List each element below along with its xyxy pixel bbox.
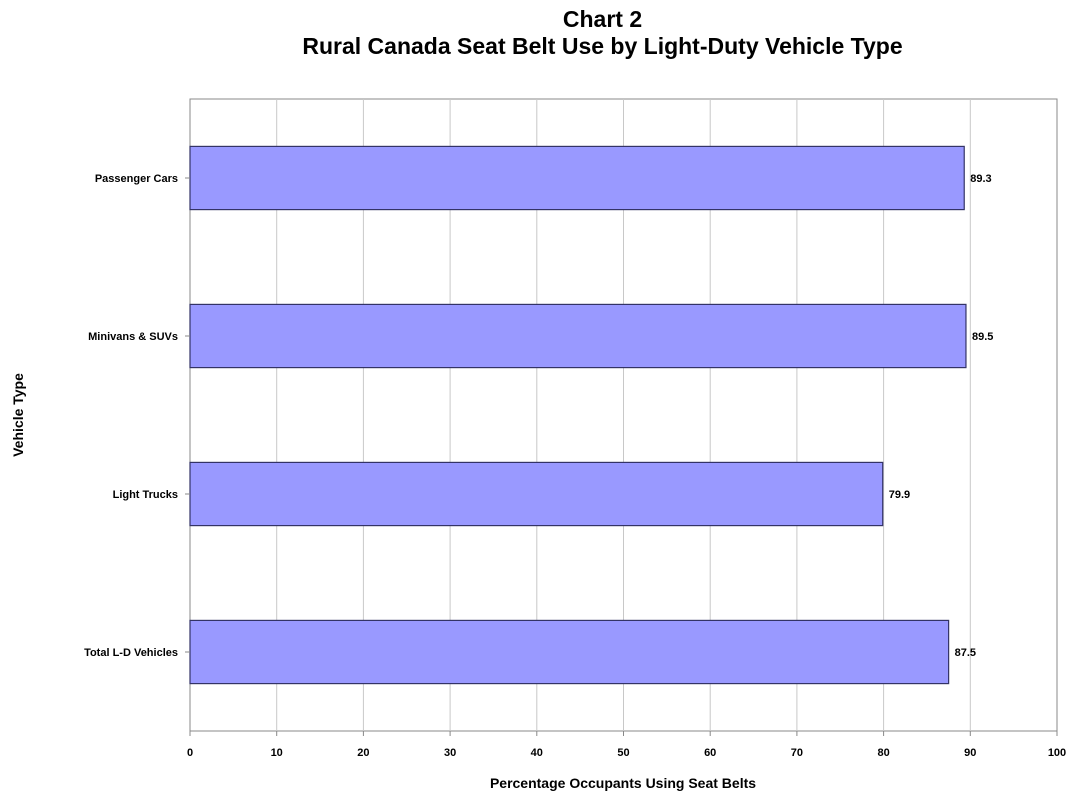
data-label: 89.3 (970, 173, 991, 185)
data-label: 79.9 (889, 489, 910, 501)
y-axis-title: Vehicle Type (10, 373, 26, 457)
x-tick-label: 40 (531, 747, 543, 759)
bar (189, 461, 884, 527)
x-tick-label: 60 (704, 747, 716, 759)
value-labels: 89.3 89.5 79.9 87.5 (889, 173, 994, 659)
chart-title: Chart 2 (562, 6, 643, 32)
bar (189, 303, 967, 369)
x-tick-label: 50 (617, 747, 629, 759)
x-tick-label: 100 (1048, 747, 1066, 759)
category-label: Minivans & SUVs (88, 331, 178, 343)
chart-subtitle: Rural Canada Seat Belt Use by Light-Duty… (302, 33, 903, 59)
x-tick-labels: 0 10 20 30 40 50 60 70 80 90 100 (187, 731, 1066, 759)
x-tick-label: 20 (357, 747, 369, 759)
bar (189, 619, 950, 685)
data-label: 87.5 (955, 647, 976, 659)
x-tick-label: 30 (444, 747, 456, 759)
bars (189, 145, 967, 685)
bar (189, 145, 965, 211)
category-labels: Passenger Cars Minivans & SUVs Light Truck… (84, 173, 190, 659)
data-label: 89.5 (972, 331, 993, 343)
x-tick-label: 80 (877, 747, 889, 759)
category-label: Passenger Cars (95, 173, 178, 185)
category-label: Total L-D Vehicles (84, 647, 178, 659)
x-tick-label: 90 (964, 747, 976, 759)
x-tick-label: 70 (791, 747, 803, 759)
category-label: Light Trucks (113, 489, 178, 501)
x-axis-title: Percentage Occupants Using Seat Belts (490, 775, 756, 791)
x-tick-label: 10 (271, 747, 283, 759)
x-tick-label: 0 (187, 747, 193, 759)
